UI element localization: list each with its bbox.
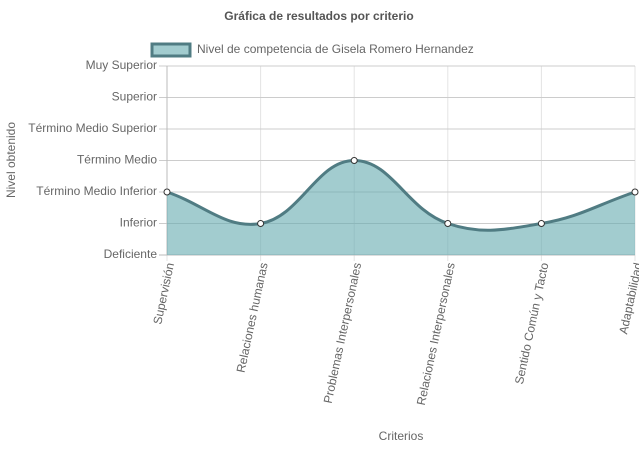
- line: [166, 158, 636, 232]
- y-tick-label: Deficiente: [104, 247, 158, 261]
- x-tick-label: Supervisión: [150, 261, 177, 325]
- x-tick-label: Sentido Común y Tacto: [512, 261, 552, 385]
- chart-title: Gráfica de resultados por criterio: [224, 9, 413, 23]
- data-point: [631, 188, 639, 196]
- area-fill: [167, 160, 635, 255]
- y-axis-title: Nivel obtenido: [4, 122, 18, 198]
- y-tick-label: Término Medio Superior: [28, 121, 157, 135]
- y-tick-label: Término Medio Inferior: [36, 184, 157, 198]
- y-tick-label: Término Medio: [77, 153, 157, 167]
- y-tick-label: Inferior: [120, 216, 157, 230]
- x-tick-label: Adaptabilidad: [616, 261, 639, 335]
- x-tick-label: Relaciones Interpersonales: [414, 261, 458, 406]
- data-point: [537, 220, 545, 227]
- legend-label: Nivel de competencia de Gisela Romero He…: [197, 42, 474, 56]
- legend-swatch: [150, 42, 192, 58]
- y-tick-label: Superior: [112, 90, 157, 104]
- data-point: [350, 157, 358, 164]
- data-point: [257, 220, 265, 227]
- y-tick-label: Muy Superior: [86, 58, 157, 72]
- data-point: [444, 220, 452, 227]
- x-axis-title: Criterios: [379, 429, 424, 443]
- x-tick-label: Problemas Interpersonales: [321, 261, 365, 404]
- data-point: [163, 188, 171, 196]
- x-tick-label: Relaciones humanas: [234, 261, 271, 374]
